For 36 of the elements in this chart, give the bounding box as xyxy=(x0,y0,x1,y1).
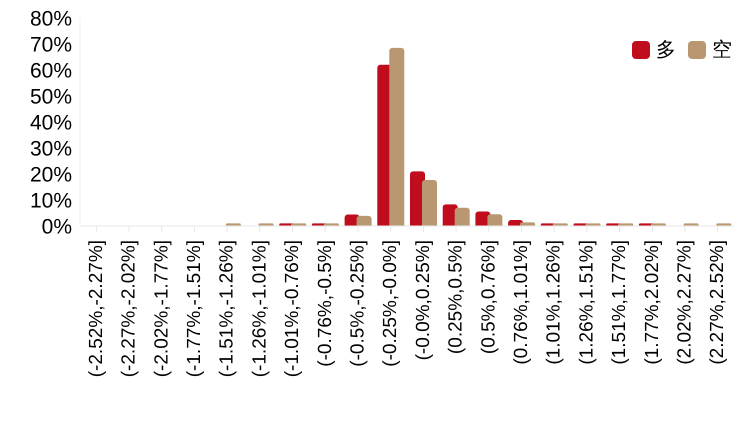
x-tick-label: (-0.25%,-0.0%] xyxy=(380,240,402,367)
x-tick-label: (-2.02%,-1.77%] xyxy=(151,240,172,378)
bar xyxy=(389,48,404,226)
x-tick-label: (0.25%,0.5%] xyxy=(446,240,467,354)
x-tick-label: (1.51%,1.77%] xyxy=(609,240,630,365)
x-tick-label: (0.76%,1.01%] xyxy=(510,240,532,365)
x-tick-label: (-0.76%,-0.5%] xyxy=(314,240,336,367)
legend-label: 空 xyxy=(712,36,732,63)
y-tick-label: 80% xyxy=(30,7,72,30)
x-tick-label: (2.02%,2.27%] xyxy=(674,240,696,365)
x-tick-label: (-0.0%,0.25%] xyxy=(412,240,434,360)
x-tick-label: (-1.77%,-1.51%] xyxy=(184,240,205,378)
x-tick-label: (-0.5%,-0.25%] xyxy=(347,240,368,367)
y-tick-label: 0% xyxy=(42,215,72,238)
x-tick-label: (0.5%,0.76%] xyxy=(478,240,500,354)
x-tick-label: (-1.01%,-0.76%] xyxy=(282,240,304,378)
x-tick-label: (1.77%,2.02%] xyxy=(642,240,663,365)
y-tick-label: 70% xyxy=(30,33,72,56)
x-tick-label: (-1.51%,-1.26%] xyxy=(216,240,238,378)
x-tick-label: (1.26%,1.51%] xyxy=(576,240,598,365)
y-tick-label: 50% xyxy=(30,85,72,108)
bar xyxy=(422,180,437,226)
y-tick-label: 10% xyxy=(30,189,72,212)
y-tick-label: 30% xyxy=(30,137,72,160)
y-tick-label: 60% xyxy=(30,59,72,82)
bar xyxy=(356,216,372,226)
x-tick-label: (-2.27%,-2.02%] xyxy=(118,240,140,378)
bar xyxy=(487,214,502,226)
y-tick-label: 40% xyxy=(30,111,72,134)
x-tick-label: (-2.52%,-2.27%] xyxy=(86,240,107,378)
bar xyxy=(454,208,470,226)
x-tick-label: (1.01%,1.26%] xyxy=(544,240,565,365)
x-tick-label: (2.27%,2.52%] xyxy=(707,240,728,365)
legend-label: 多 xyxy=(656,36,676,63)
x-tick-label: (-1.26%,-1.01%] xyxy=(249,240,270,378)
y-tick-label: 20% xyxy=(30,163,72,186)
